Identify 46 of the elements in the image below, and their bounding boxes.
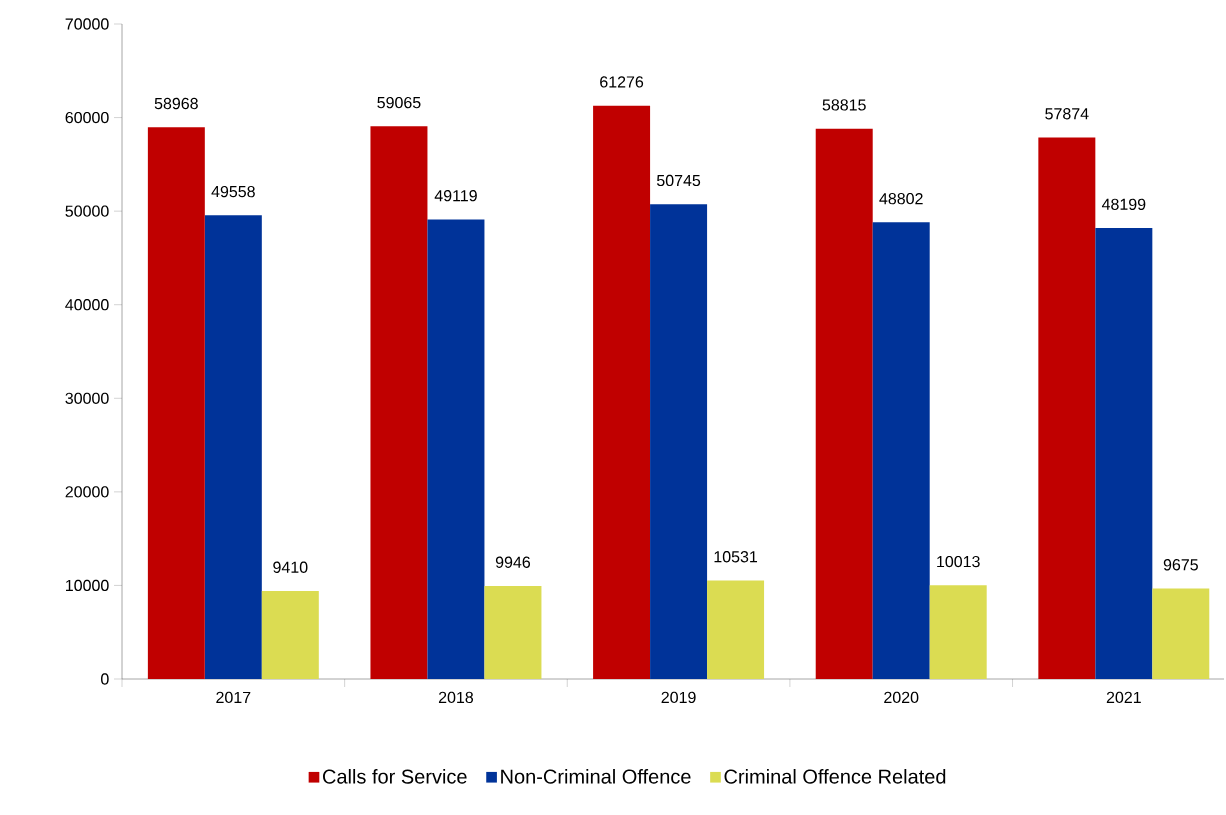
bar — [1095, 228, 1153, 679]
data-label: 49119 — [434, 190, 477, 202]
y-tick-label: 20000 — [65, 486, 109, 498]
y-tick-label: 40000 — [65, 299, 109, 311]
bar — [261, 590, 319, 679]
bar — [370, 126, 428, 679]
data-label: 58968 — [154, 97, 198, 110]
y-tick-label: 10000 — [66, 579, 109, 592]
data-label: 49558 — [211, 185, 255, 198]
x-tick-label: 2021 — [1106, 691, 1141, 704]
bar — [147, 127, 205, 679]
bar — [815, 128, 873, 679]
y-tick-label: 0 — [101, 673, 109, 685]
bar — [872, 222, 930, 679]
bar — [1038, 137, 1096, 679]
data-label: 58815 — [822, 99, 866, 111]
data-label: 48802 — [879, 192, 923, 205]
bar — [593, 105, 651, 679]
x-tick-label: 2018 — [438, 691, 474, 704]
data-label: 50745 — [656, 174, 701, 187]
y-tick-label: 60000 — [65, 111, 109, 124]
data-label: 48199 — [1101, 198, 1146, 210]
data-label: 61276 — [600, 76, 644, 88]
y-tick-label: 30000 — [65, 392, 109, 404]
bar — [427, 219, 485, 679]
legend-label: Criminal Offence Related — [724, 769, 946, 784]
y-tick-label: 50000 — [65, 205, 109, 217]
x-tick-label: 2019 — [661, 691, 696, 704]
bar — [707, 580, 765, 679]
legend-label: Calls for Service — [323, 769, 467, 784]
legend-label: Non-Criminal Offence — [501, 769, 691, 784]
data-label: 9946 — [495, 556, 531, 568]
bar — [1152, 588, 1210, 679]
bar — [929, 585, 987, 679]
bar — [484, 585, 542, 679]
x-tick-label: 2020 — [884, 691, 919, 704]
data-label: 57874 — [1045, 108, 1089, 120]
bar — [204, 215, 262, 679]
bar — [650, 204, 708, 679]
y-tick-label: 70000 — [65, 18, 109, 30]
data-label: 59065 — [377, 96, 421, 109]
data-label: 9675 — [1163, 559, 1198, 571]
x-tick-label: 2017 — [216, 691, 251, 704]
data-label: 10013 — [937, 555, 980, 568]
data-label: 10531 — [714, 551, 758, 563]
data-label: 9410 — [273, 561, 308, 573]
